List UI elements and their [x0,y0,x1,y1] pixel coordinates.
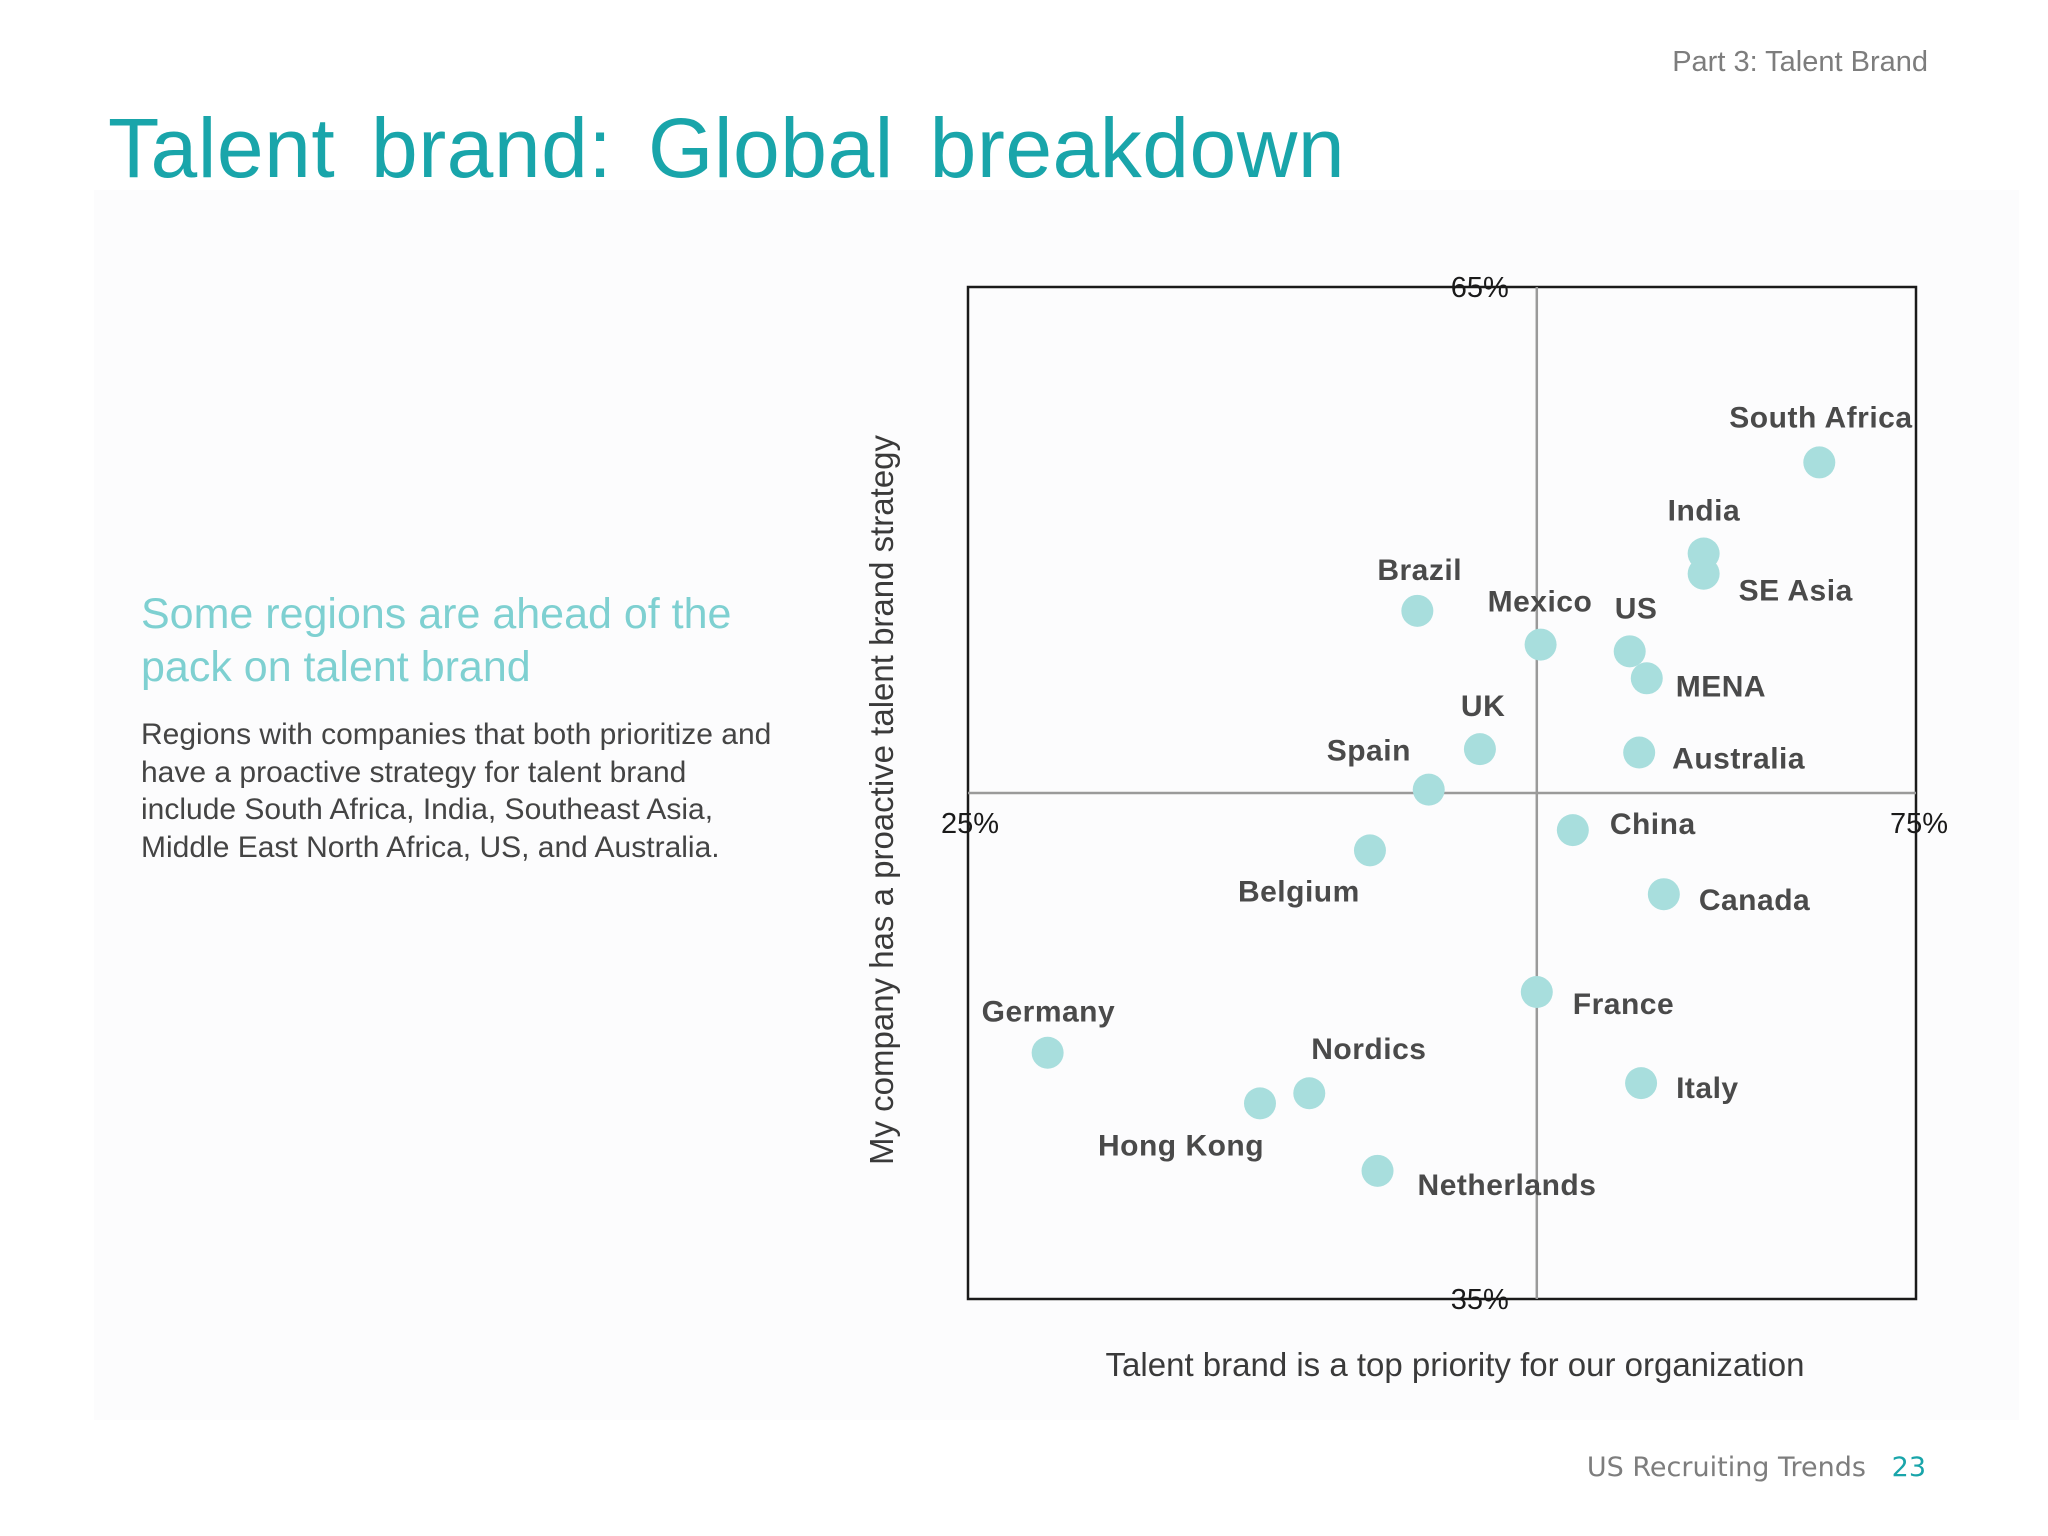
sidebar-body: Regions with companies that both priorit… [141,718,772,864]
point-spain [1412,773,1445,806]
y-axis-title: My company has a proactive talent brand … [863,434,900,1165]
point-label-belgium: Belgium [1238,875,1360,908]
x-tick-left: 25% [941,808,999,840]
point-label-canada: Canada [1699,884,1810,917]
point-label-hong-kong: Hong Kong [1098,1129,1264,1162]
x-axis-title: Talent brand is a top priority for our o… [1106,1346,1805,1383]
footer-source: US Recruiting Trends [1586,1452,1866,1483]
point-belgium [1353,834,1386,867]
point-label-brazil: Brazil [1377,554,1462,587]
point-us [1613,635,1646,668]
page-title: Talent brand: Global breakdown [108,101,1346,195]
point-label-se-asia: SE Asia [1739,575,1853,608]
point-label-netherlands: Netherlands [1418,1169,1597,1202]
point-label-us: US [1615,592,1658,625]
point-uk [1463,733,1496,766]
point-label-mena: MENA [1676,670,1766,703]
point-italy [1625,1067,1658,1100]
point-label-uk: UK [1461,690,1505,723]
y-tick-bottom: 35% [1451,1284,1509,1316]
point-australia [1623,736,1656,769]
point-label-south-africa: South Africa [1729,401,1912,434]
point-mexico [1524,628,1557,661]
point-netherlands [1361,1154,1394,1187]
point-label-nordics: Nordics [1311,1033,1426,1066]
point-label-italy: Italy [1676,1072,1739,1105]
point-mena [1630,662,1663,695]
point-label-mexico: Mexico [1488,586,1593,619]
y-tick-top: 65% [1451,272,1509,304]
content-panel [94,190,2019,1420]
point-label-spain: Spain [1327,735,1411,768]
point-brazil [1401,594,1434,627]
point-label-france: France [1573,988,1674,1021]
point-france [1520,976,1553,1009]
x-tick-right: 75% [1890,808,1948,840]
point-label-china: China [1610,808,1696,841]
point-label-germany: Germany [982,996,1116,1029]
point-south-africa [1803,446,1836,479]
point-label-australia: Australia [1672,743,1805,776]
point-canada [1647,878,1680,911]
point-germany [1031,1036,1064,1069]
sidebar-heading: Some regions are ahead of the pack on ta… [141,590,732,691]
point-nordics [1293,1077,1326,1110]
section-label: Part 3: Talent Brand [1672,46,1928,78]
point-label-india: India [1668,494,1741,527]
point-hong-kong [1243,1087,1276,1120]
point-se-asia [1687,557,1720,590]
point-china [1556,814,1589,847]
page-number: 23 [1891,1452,1926,1483]
